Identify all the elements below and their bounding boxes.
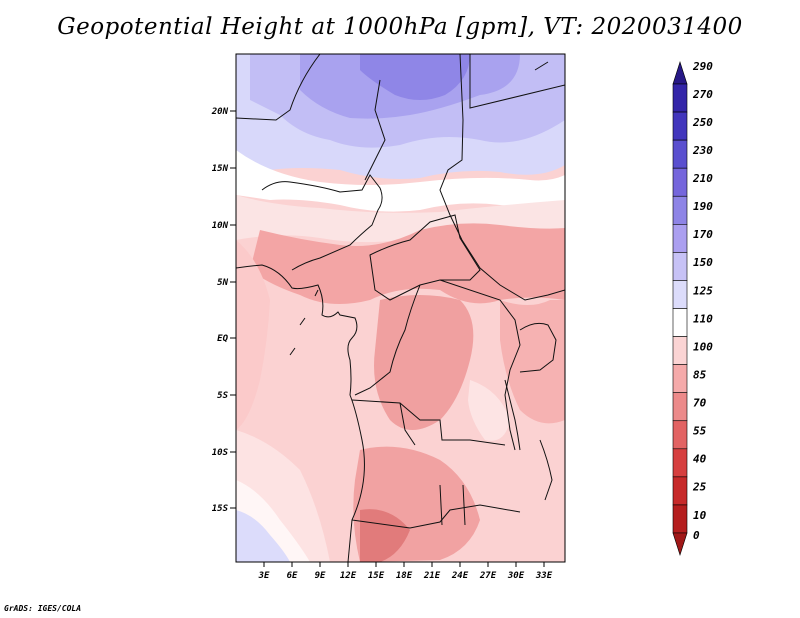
colorbar-label-210: 210 [692,172,713,185]
lat-label-5s: 5S [217,391,228,401]
lon-label-6e: 6E [287,571,298,581]
colorbar-label-10: 10 [693,509,707,522]
colorbar-swatch-70 [673,393,687,421]
lat-label-15n: 15N [212,164,229,174]
lat-label-20n: 20N [211,107,229,117]
height-field [236,54,565,562]
colorbar-label-25: 25 [692,481,707,494]
colorbar-swatch-230 [673,140,687,168]
lon-label-3e: 3E [258,571,270,581]
colorbar-swatch-150 [673,252,687,280]
lat-label-5n: 5N [217,278,228,288]
lat-axis: 20N 15N 10N 5N EQ 5S 10S 15S [211,107,236,514]
colorbar-label-230: 230 [692,144,713,157]
colorbar-label-270: 270 [692,88,713,101]
colorbar-label-290: 290 [692,60,713,73]
lon-axis: 3E 6E 9E 12E 15E 18E 21E 24E 27E 30E 33E [258,562,553,581]
colorbar-label-170: 170 [693,228,713,241]
colorbar-label-40: 40 [693,453,707,466]
credit-label: GrADS: IGES/COLA [4,604,81,613]
colorbar-swatch-25 [673,477,687,505]
colorbar-label-150: 150 [693,256,713,269]
lat-label-eq: EQ [217,334,228,344]
colorbar-label-125: 125 [693,284,713,297]
colorbar-label-55: 55 [693,425,707,438]
lon-label-21e: 21E [423,571,441,581]
lon-label-24e: 24E [451,571,469,581]
lon-label-18e: 18E [396,571,413,581]
colorbar-label-70: 70 [693,397,707,410]
colorbar-swatch-100 [673,337,687,365]
lon-label-33e: 33E [535,571,553,581]
colorbar-swatch-270 [673,84,687,112]
colorbar-swatch-290 [673,62,687,84]
lon-label-12e: 12E [340,571,357,581]
colorbar-swatch-125 [673,280,687,308]
colorbar: 2902702502302101901701501251101008570554… [673,60,713,555]
map-figure: 20N 15N 10N 5N EQ 5S 10S 15S 3E 6E 9E 12… [0,0,800,618]
lon-label-15e: 15E [368,571,385,581]
colorbar-swatch-170 [673,224,687,252]
lon-label-9e: 9E [315,571,326,581]
colorbar-swatch-55 [673,421,687,449]
lon-label-30e: 30E [507,571,525,581]
colorbar-label-85: 85 [693,368,707,381]
colorbar-label-190: 190 [693,200,713,213]
colorbar-swatch-110 [673,309,687,337]
colorbar-swatch-40 [673,449,687,477]
colorbar-swatch-190 [673,196,687,224]
colorbar-swatch-250 [673,112,687,140]
colorbar-swatch-85 [673,365,687,393]
colorbar-swatch-10 [673,505,687,533]
colorbar-label-250: 250 [692,116,713,129]
colorbar-swatch-0 [673,533,687,555]
lat-label-10n: 10N [212,221,229,231]
lat-label-15s: 15S [212,504,229,514]
colorbar-label-110: 110 [693,312,713,325]
lat-label-10s: 10S [212,448,229,458]
lon-label-27e: 27E [479,571,497,581]
colorbar-label-0: 0 [693,529,700,542]
colorbar-swatch-210 [673,168,687,196]
colorbar-label-100: 100 [693,340,713,353]
